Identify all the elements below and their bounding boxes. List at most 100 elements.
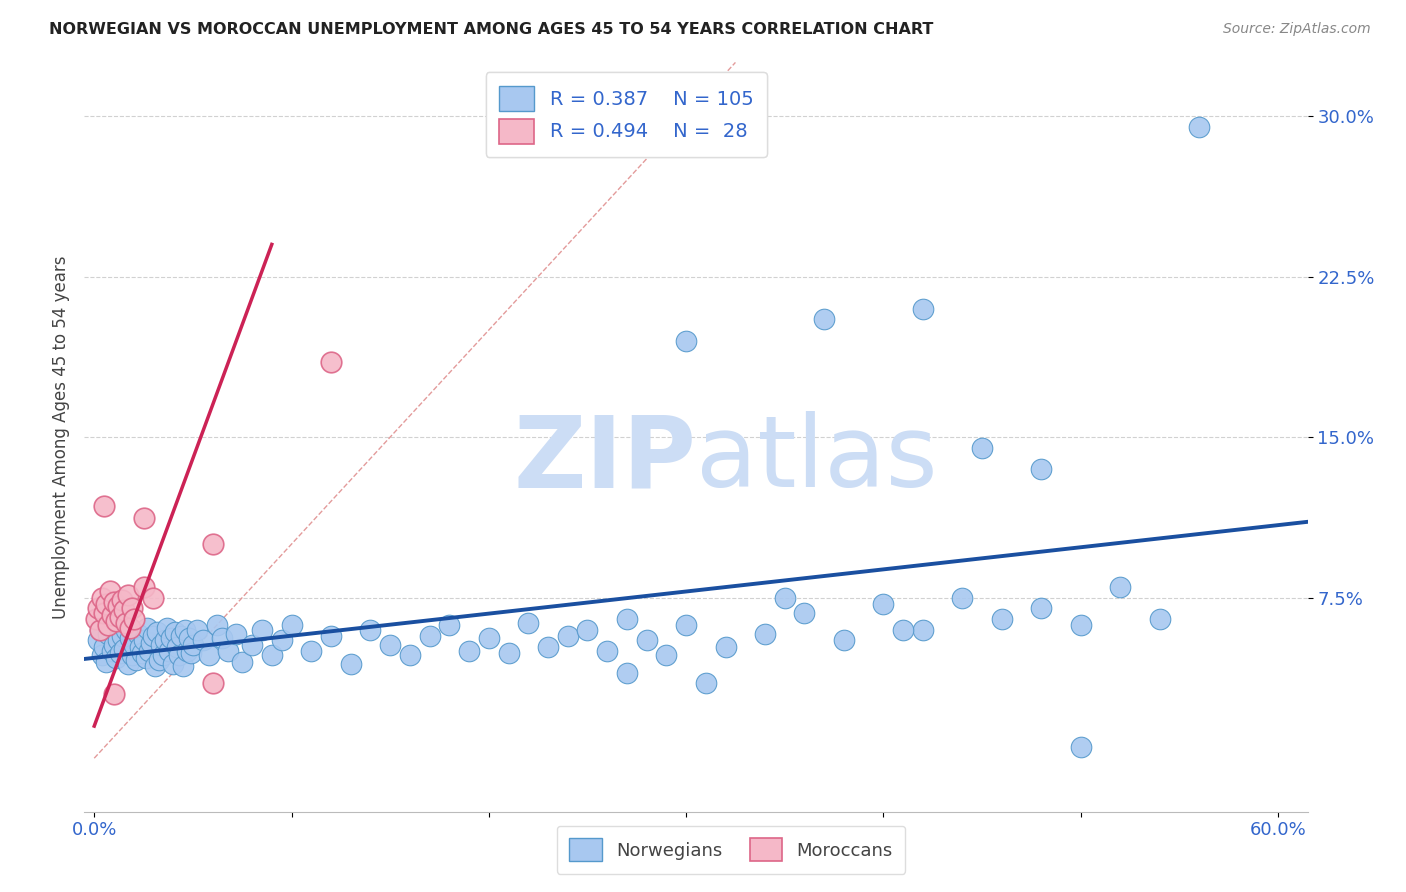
- Point: [280, 618, 302, 632]
- Point: [93, 640, 115, 654]
- Point: [118, 632, 141, 646]
- Point: [636, 633, 658, 648]
- Point: [675, 618, 697, 632]
- Point: [695, 676, 717, 690]
- Point: [172, 659, 194, 673]
- Point: [319, 355, 342, 369]
- Y-axis label: Unemployment Among Ages 45 to 54 years: Unemployment Among Ages 45 to 54 years: [52, 255, 70, 619]
- Point: [339, 657, 361, 671]
- Point: [98, 584, 121, 599]
- Point: [141, 635, 163, 649]
- Point: [136, 621, 159, 635]
- Point: [813, 312, 835, 326]
- Point: [970, 441, 993, 455]
- Point: [177, 632, 200, 646]
- Point: [380, 638, 402, 652]
- Point: [174, 623, 197, 637]
- Point: [118, 621, 141, 635]
- Point: [166, 640, 188, 654]
- Point: [101, 607, 124, 622]
- Point: [891, 623, 914, 637]
- Point: [419, 629, 441, 643]
- Point: [1188, 120, 1211, 134]
- Point: [121, 648, 143, 663]
- Point: [832, 633, 855, 648]
- Point: [94, 597, 117, 611]
- Point: [576, 623, 599, 637]
- Point: [132, 633, 155, 648]
- Point: [399, 648, 422, 663]
- Point: [98, 618, 121, 632]
- Point: [97, 627, 120, 641]
- Point: [359, 623, 381, 637]
- Point: [911, 623, 934, 637]
- Point: [176, 644, 198, 658]
- Point: [773, 591, 796, 605]
- Point: [107, 633, 129, 648]
- Point: [498, 646, 520, 660]
- Point: [94, 655, 117, 669]
- Point: [439, 618, 461, 632]
- Point: [180, 646, 202, 660]
- Point: [211, 632, 233, 646]
- Point: [89, 623, 111, 637]
- Point: [616, 665, 638, 680]
- Point: [156, 621, 179, 635]
- Point: [91, 648, 114, 663]
- Point: [138, 644, 160, 658]
- Point: [191, 633, 214, 648]
- Point: [152, 648, 174, 663]
- Point: [1070, 740, 1092, 755]
- Point: [122, 638, 145, 652]
- Point: [89, 623, 111, 637]
- Point: [478, 632, 501, 646]
- Point: [111, 629, 134, 643]
- Point: [101, 644, 124, 658]
- Point: [537, 640, 560, 654]
- Point: [142, 629, 165, 643]
- Text: Source: ZipAtlas.com: Source: ZipAtlas.com: [1223, 22, 1371, 37]
- Point: [124, 653, 146, 667]
- Point: [160, 632, 183, 646]
- Point: [157, 644, 180, 658]
- Text: ZIP: ZIP: [513, 411, 696, 508]
- Point: [108, 646, 131, 660]
- Point: [517, 616, 540, 631]
- Point: [93, 499, 115, 513]
- Point: [103, 638, 125, 652]
- Point: [155, 633, 177, 648]
- Point: [165, 624, 187, 639]
- Point: [150, 638, 173, 652]
- Point: [240, 638, 263, 652]
- Point: [87, 633, 110, 648]
- Point: [1031, 462, 1053, 476]
- Point: [148, 653, 170, 667]
- Point: [186, 623, 208, 637]
- Point: [111, 592, 134, 607]
- Point: [225, 627, 247, 641]
- Point: [1109, 580, 1132, 594]
- Point: [128, 640, 150, 654]
- Point: [250, 623, 273, 637]
- Point: [142, 591, 165, 605]
- Point: [872, 597, 894, 611]
- Point: [714, 640, 737, 654]
- Point: [112, 642, 135, 657]
- Point: [145, 659, 167, 673]
- Point: [146, 624, 169, 639]
- Point: [217, 644, 239, 658]
- Point: [596, 644, 619, 658]
- Point: [117, 589, 139, 603]
- Point: [201, 537, 224, 551]
- Point: [121, 601, 143, 615]
- Point: [911, 301, 934, 316]
- Point: [114, 616, 136, 631]
- Point: [132, 511, 155, 525]
- Point: [458, 644, 481, 658]
- Point: [557, 629, 579, 643]
- Point: [84, 612, 107, 626]
- Point: [991, 612, 1014, 626]
- Point: [112, 603, 135, 617]
- Legend: Norwegians, Moroccans: Norwegians, Moroccans: [557, 826, 905, 874]
- Point: [131, 646, 153, 660]
